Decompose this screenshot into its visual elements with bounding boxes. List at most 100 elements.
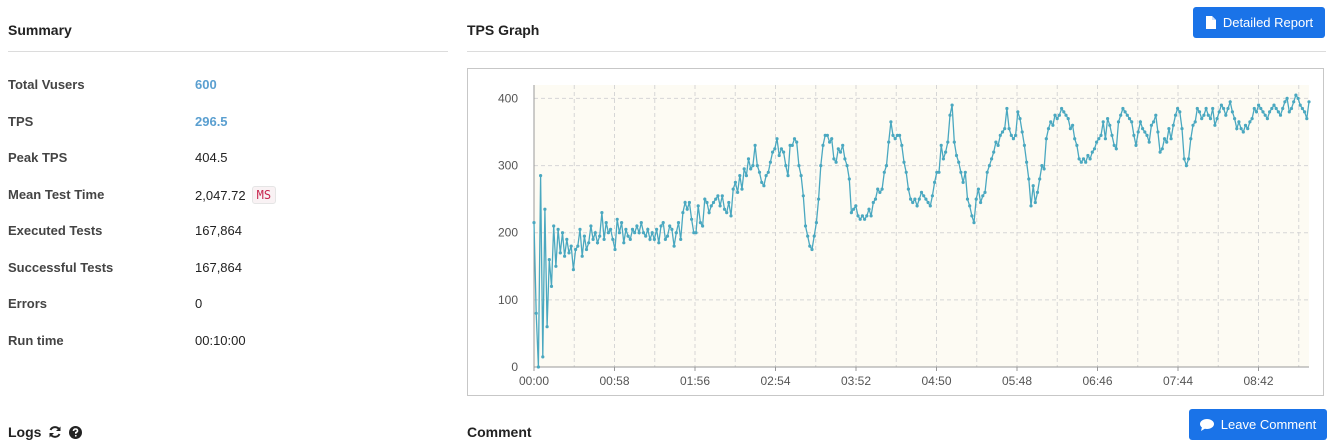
summary-row-value[interactable]: 600 <box>195 77 217 92</box>
tps-data-point <box>812 234 816 238</box>
tps-data-point <box>924 197 928 201</box>
comment-icon <box>1199 418 1214 431</box>
tps-data-point <box>1156 130 1160 134</box>
tps-data-point <box>718 204 722 208</box>
tps-data-point <box>852 207 856 211</box>
refresh-icon[interactable] <box>48 425 62 439</box>
tps-data-point <box>1208 117 1213 121</box>
summary-row: Mean Test Time 2,047.72 MS <box>8 186 448 207</box>
tps-data-point <box>882 170 886 174</box>
tps-data-point <box>1152 120 1156 124</box>
tps-data-point <box>729 214 733 218</box>
tps-data-point <box>565 237 569 241</box>
tps-data-point <box>1180 127 1184 131</box>
tps-graph-title: TPS Graph <box>467 22 540 38</box>
tps-data-point <box>556 227 560 231</box>
tps-data-point <box>915 204 919 208</box>
tps-data-point <box>1270 106 1274 111</box>
tps-data-point <box>823 133 827 137</box>
tps-data-point <box>976 187 980 191</box>
tps-data-point <box>663 237 667 241</box>
tps-data-point <box>821 143 825 147</box>
leave-comment-label: Leave Comment <box>1220 417 1317 432</box>
tps-data-point <box>1193 120 1197 124</box>
tps-data-point <box>1121 106 1125 111</box>
tps-data-point <box>819 164 823 168</box>
tps-data-point <box>994 140 998 144</box>
tps-data-point <box>1274 106 1278 111</box>
tps-data-point <box>1000 130 1005 134</box>
tps-data-point <box>720 194 724 198</box>
x-tick-label: 01:56 <box>680 374 710 388</box>
tps-data-point <box>707 211 711 215</box>
tps-data-point <box>1272 103 1276 107</box>
tps-data-point <box>1259 106 1263 111</box>
question-circle-icon[interactable] <box>69 426 83 439</box>
tps-data-point <box>1252 106 1256 111</box>
tps-data-point <box>1005 106 1009 111</box>
tps-data-point <box>928 204 932 208</box>
tps-data-point <box>873 197 878 201</box>
tps-data-point <box>1038 177 1042 181</box>
x-tick-label: 04:50 <box>921 374 951 388</box>
tps-data-point <box>582 234 586 238</box>
summary-row: Errors 0 <box>8 296 448 316</box>
tps-data-point <box>690 217 694 221</box>
tps-data-point <box>1114 147 1118 151</box>
summary-row-value-text: 2,047.72 <box>195 188 246 203</box>
tps-data-point <box>1042 167 1046 171</box>
tps-data-point <box>891 133 895 137</box>
tps-data-point <box>727 200 731 205</box>
tps-data-point <box>1035 190 1040 194</box>
tps-data-point <box>974 197 978 201</box>
detailed-report-button[interactable]: Detailed Report <box>1193 7 1325 38</box>
tps-data-point <box>593 231 597 235</box>
tps-data-point <box>655 227 659 231</box>
tps-data-point <box>1033 200 1037 205</box>
tps-data-point <box>893 137 897 141</box>
tps-data-point <box>1064 113 1068 117</box>
tps-data-point <box>1132 133 1136 137</box>
tps-data-point <box>963 170 967 174</box>
tps-data-point <box>626 234 630 238</box>
tps-data-point <box>1184 164 1188 168</box>
tps-data-point <box>786 174 790 178</box>
tps-data-point <box>1119 113 1123 117</box>
tps-data-point <box>611 237 615 241</box>
logs-title: Logs <box>8 424 83 440</box>
tps-data-point <box>744 174 748 178</box>
leave-comment-button[interactable]: Leave Comment <box>1189 409 1327 440</box>
tps-data-point <box>595 241 600 245</box>
tps-data-point <box>1195 106 1199 111</box>
summary-row-value: 167,864 <box>195 223 242 238</box>
tps-data-point <box>1226 106 1230 111</box>
tps-data-point <box>532 221 536 225</box>
tps-data-point <box>1278 113 1283 117</box>
tps-data-point <box>543 207 547 211</box>
tps-data-point <box>952 140 956 144</box>
tps-data-point <box>705 200 709 205</box>
summary-row: Peak TPS 404.5 <box>8 150 448 170</box>
tps-data-point <box>941 157 945 161</box>
tps-data-point <box>620 221 624 225</box>
summary-row-label: Run time <box>8 333 64 348</box>
tps-data-point <box>1217 110 1221 114</box>
summary-row-value[interactable]: 296.5 <box>195 114 228 129</box>
tps-data-point <box>992 150 996 154</box>
tps-data-point <box>598 234 602 238</box>
tps-data-point <box>1165 140 1169 144</box>
tps-data-point <box>1228 100 1232 104</box>
tps-data-point <box>1134 143 1138 147</box>
tps-data-point <box>659 224 663 228</box>
tps-data-point <box>725 211 729 215</box>
tps-data-point <box>900 143 904 147</box>
tps-data-point <box>1016 110 1020 114</box>
tps-data-point <box>863 217 867 221</box>
x-tick-label: 00:58 <box>599 374 629 388</box>
tps-data-point <box>571 268 575 272</box>
tps-data-point <box>1303 110 1307 114</box>
x-tick-label: 03:52 <box>841 374 871 388</box>
tps-data-point <box>865 214 869 218</box>
tps-data-point <box>970 214 974 218</box>
tps-data-point <box>606 231 610 235</box>
